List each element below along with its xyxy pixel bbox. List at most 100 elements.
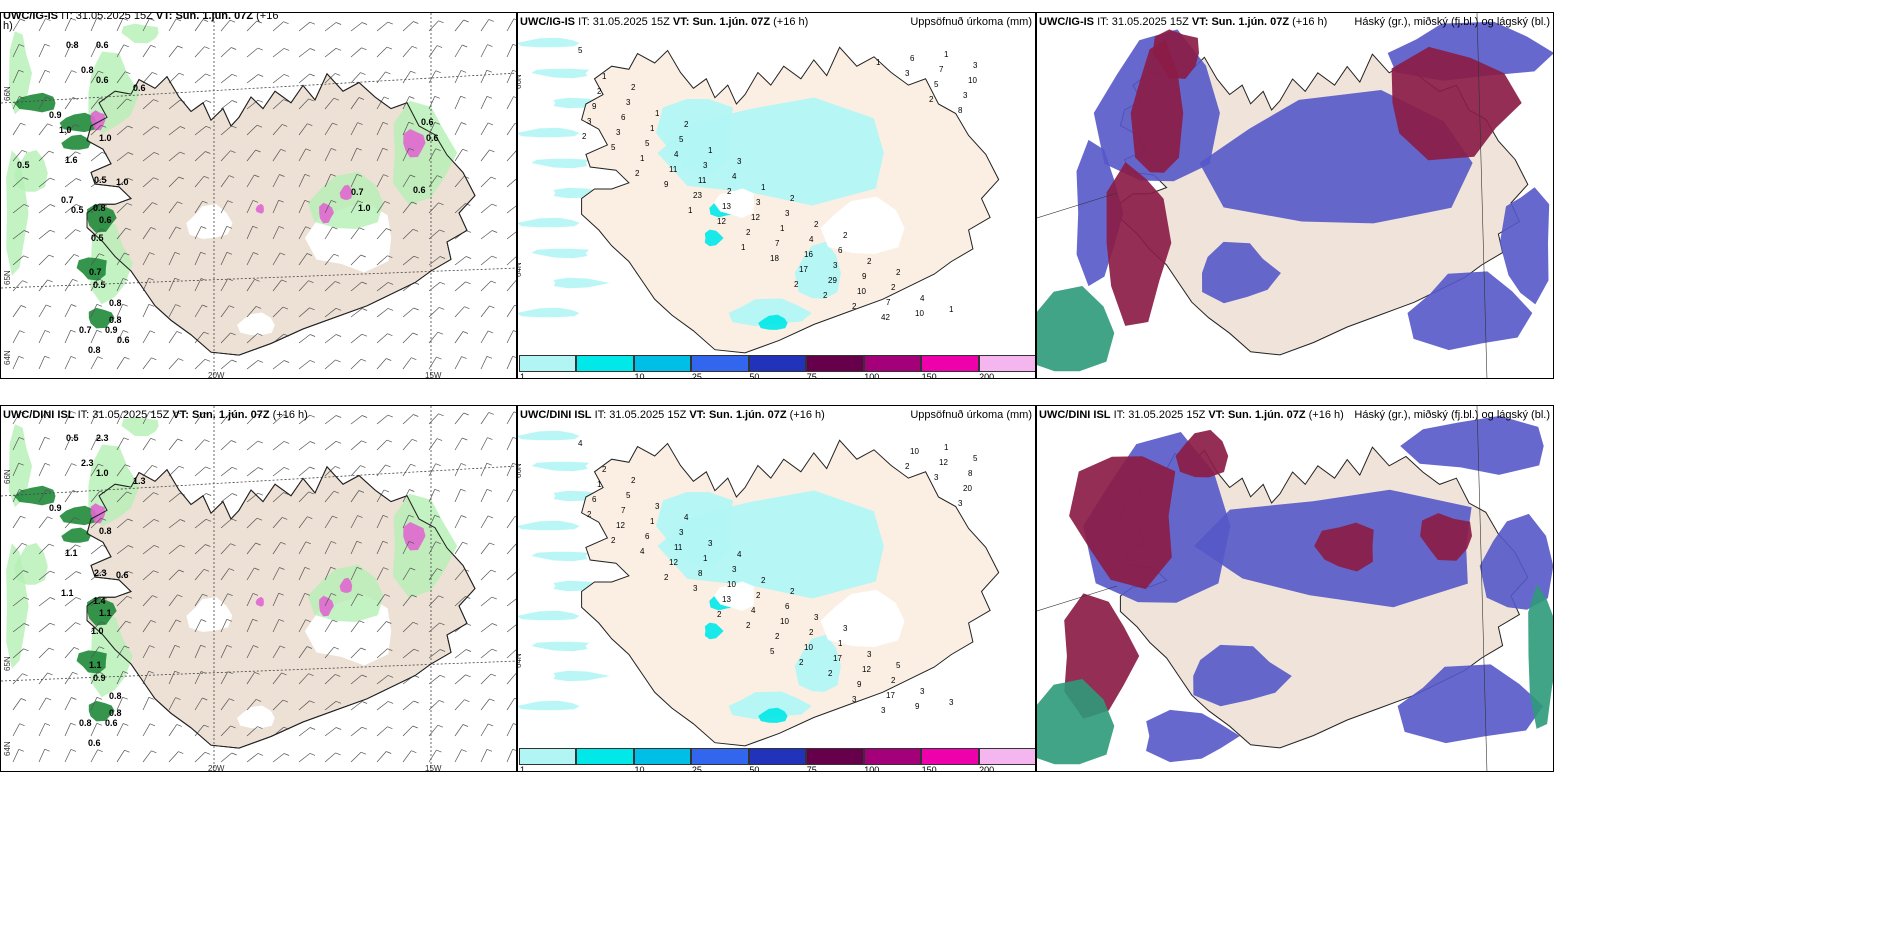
precip-value: 4 — [737, 550, 742, 559]
wind-barb-feather — [254, 278, 260, 282]
precip-value: 2 — [582, 132, 587, 141]
colorbar-segment — [576, 748, 634, 765]
precip-value: 12 — [751, 213, 760, 222]
wind-barb-feather — [96, 44, 103, 47]
wind-barb — [428, 175, 438, 188]
wind-barb-feather — [75, 204, 82, 207]
precip-value: 12 — [717, 217, 726, 226]
wind-barb — [376, 414, 389, 425]
wind-barb — [246, 467, 259, 477]
wind-barb — [298, 280, 309, 292]
wind-barb-feather — [21, 542, 28, 546]
wind-barb — [90, 646, 100, 659]
precip-value: 1 — [761, 183, 766, 192]
wind-barb-feather — [387, 21, 393, 25]
wind-barb-feather — [386, 621, 392, 624]
wind-barb-feather — [18, 748, 24, 752]
wind-barb — [480, 698, 490, 711]
vt-value: Sun. 1.jún. 07Z — [1227, 409, 1306, 421]
wind-barb — [64, 356, 72, 370]
wind-barb-feather — [96, 696, 103, 700]
wind-barb-feather — [123, 723, 129, 726]
wind-barb-feather — [152, 202, 158, 205]
wind-barb-feather — [47, 516, 53, 520]
wind-barb-feather — [48, 254, 55, 258]
wind-barb-feather — [335, 674, 341, 677]
wind-barb-feather — [70, 722, 76, 726]
wind-barb — [38, 150, 50, 162]
wind-barb-feather — [205, 100, 212, 103]
wind-barb — [428, 356, 437, 370]
wind-barb — [90, 697, 98, 711]
wind-barb-feather — [228, 568, 235, 571]
wind-barb — [116, 125, 128, 136]
wind-barb — [480, 673, 492, 685]
wind-barb — [428, 649, 441, 659]
wind-barb — [428, 282, 441, 292]
wind-barb — [142, 126, 155, 136]
wind-barb — [402, 357, 412, 370]
wind-barb — [480, 122, 489, 136]
wind-barb — [272, 441, 285, 451]
wind-barb — [194, 19, 204, 32]
precip-colorbar — [519, 355, 1035, 372]
wind-barb — [428, 256, 441, 266]
wind-barb — [220, 332, 231, 344]
wind-barb-feather — [75, 229, 81, 232]
wind-barb — [272, 492, 284, 503]
wind-barb — [376, 751, 387, 763]
wind-barb-feather — [100, 124, 107, 128]
wind-barb-feather — [462, 44, 468, 48]
wind-barb — [402, 307, 414, 318]
wind-barb — [142, 18, 150, 32]
wind-barb — [272, 174, 280, 188]
wind-barb — [324, 415, 337, 425]
wind-barb — [38, 411, 46, 425]
wind-barb-feather — [45, 18, 51, 21]
wind-barb — [116, 71, 126, 84]
wind-barb — [480, 542, 490, 555]
wind-barb-feather — [23, 204, 30, 207]
wind-barb — [38, 647, 50, 659]
precip-value: 1 — [949, 305, 954, 314]
wind-barb-feather — [252, 593, 259, 596]
wind-barb — [12, 204, 25, 214]
precip-label: 0.8 — [99, 526, 112, 536]
wind-barb-feather — [18, 462, 24, 466]
wind-barb — [480, 463, 488, 477]
wind-barb — [246, 200, 254, 214]
wind-barb — [194, 278, 202, 292]
wind-barb-feather — [178, 358, 184, 361]
glacier — [237, 705, 275, 729]
wind-barb — [168, 45, 178, 58]
wind-barb — [38, 697, 47, 711]
wind-barb — [90, 253, 100, 266]
wind-barb-feather — [490, 673, 497, 677]
precip-value: 1 — [708, 146, 713, 155]
wind-barb-feather — [361, 701, 368, 704]
wind-barb — [12, 44, 20, 58]
lon-label-20w: 20W — [208, 371, 225, 379]
wind-barb — [480, 596, 493, 607]
wind-barb — [12, 723, 20, 737]
wind-barb — [454, 331, 464, 344]
wind-barb-feather — [387, 333, 393, 337]
wind-barb — [38, 356, 46, 370]
wind-barb-feather — [252, 618, 258, 622]
wind-barb-feather — [19, 96, 25, 99]
wind-barb-feather — [514, 304, 516, 307]
precip-area — [794, 241, 841, 299]
wind-barb-feather — [513, 18, 516, 21]
wind-barb-feather — [70, 749, 77, 752]
wind-barb — [168, 151, 181, 162]
wind-barb — [142, 620, 152, 633]
wind-barb — [428, 700, 440, 711]
wind-barb — [272, 99, 284, 110]
wind-barb-feather — [96, 303, 103, 307]
precip-value: 2 — [790, 587, 795, 596]
wind-barb — [116, 304, 124, 318]
wind-barb-feather — [462, 331, 469, 334]
wind-barb-feather — [307, 516, 313, 520]
light-precip-area — [8, 424, 33, 508]
wind-barb — [220, 19, 231, 32]
